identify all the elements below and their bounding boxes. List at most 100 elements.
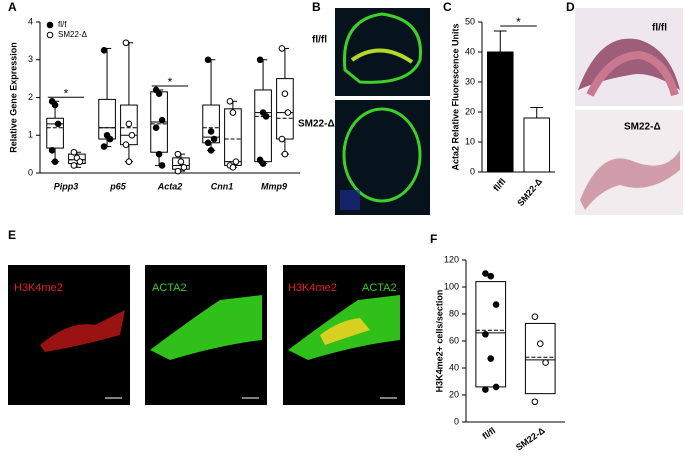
data-point [155, 90, 163, 98]
data-point [122, 39, 130, 47]
panel-letter: A [8, 0, 17, 14]
y-tick-label: 10 [465, 136, 475, 146]
data-point [158, 116, 166, 124]
data-point [158, 162, 166, 169]
image-label: ACTA2 [362, 282, 397, 294]
data-point [256, 56, 264, 64]
data-point [155, 150, 163, 158]
box [475, 281, 507, 388]
y-axis-label: Acta2 Relative Fluorescence Units [450, 23, 460, 170]
panel-letter: B [312, 0, 321, 14]
y-tick-label: 3 [28, 54, 33, 64]
data-point [152, 124, 160, 131]
significance-star: * [168, 75, 173, 89]
data-point [482, 270, 489, 277]
x-tick-label: Cnn1 [211, 181, 234, 191]
y-tick-label: 0 [454, 416, 459, 426]
data-point [174, 167, 182, 175]
data-point [229, 164, 237, 171]
data-point [100, 47, 108, 54]
data-point [281, 150, 289, 158]
data-point [531, 398, 539, 406]
x-tick-label: SM22-Δ [514, 425, 547, 452]
y-tick-label: 20 [465, 106, 475, 116]
data-point [531, 313, 539, 321]
panel-letter: E [8, 228, 16, 242]
legend-label: SM22-Δ [58, 30, 88, 39]
y-tick-label: 100 [444, 281, 459, 291]
micrograph-d [575, 8, 683, 215]
y-tick-label: 30 [465, 76, 475, 86]
y-tick-label: 50 [465, 16, 475, 26]
data-point [174, 150, 182, 158]
panel-letter: D [566, 0, 575, 14]
y-tick-label: 60 [449, 335, 459, 345]
data-point [487, 272, 495, 280]
y-axis-label: H3K4me2+ cells/section [434, 290, 444, 393]
box [524, 322, 556, 395]
y-tick-label: 40 [449, 362, 459, 372]
bar [486, 51, 514, 173]
data-point [48, 147, 56, 154]
box [276, 78, 294, 140]
box [254, 89, 272, 163]
data-point [278, 135, 286, 143]
data-point [482, 330, 489, 338]
data-point [122, 141, 130, 148]
x-tick-label: Pipp3 [54, 181, 79, 191]
data-point [125, 120, 133, 128]
data-point [259, 160, 267, 167]
y-tick-label: 40 [465, 46, 475, 56]
data-point [542, 359, 549, 366]
data-point [232, 158, 240, 165]
data-point [281, 90, 289, 98]
data-point [278, 45, 286, 52]
data-point [106, 135, 114, 143]
data-point [284, 109, 292, 116]
image-label: H3K4me2 [14, 282, 63, 294]
bar [523, 117, 551, 173]
data-point [177, 158, 185, 165]
data-point [262, 113, 270, 120]
image-label: ACTA2 [152, 282, 187, 294]
x-tick-label: Mmp9 [261, 181, 287, 191]
image-label: fl/fl [652, 23, 667, 34]
y-tick-label: 1 [28, 130, 33, 140]
micrograph-b [335, 8, 430, 215]
x-tick-label: p65 [109, 181, 127, 191]
y-tick-label: 2 [28, 92, 33, 102]
data-point [76, 158, 84, 165]
data-point [207, 128, 215, 135]
y-tick-label: 120 [444, 254, 459, 264]
data-point [51, 101, 59, 109]
data-point [492, 383, 500, 391]
data-point [536, 340, 544, 348]
data-point [128, 131, 136, 139]
data-point [487, 355, 495, 362]
data-point [54, 120, 62, 128]
panel-letter: C [443, 0, 452, 14]
data-point [100, 143, 108, 150]
data-point [70, 148, 78, 156]
data-point [125, 158, 133, 165]
image-label: SM22-Δ [298, 119, 335, 130]
data-point [229, 109, 237, 116]
y-tick-label: 0 [470, 166, 475, 176]
data-point [210, 135, 218, 143]
significance-star: * [516, 15, 521, 29]
y-axis-label: Relative Gene Expression [8, 42, 18, 153]
data-point [207, 147, 215, 154]
y-tick-label: 0 [28, 167, 33, 177]
y-tick-label: 20 [449, 389, 459, 399]
micrograph-e [8, 265, 405, 405]
image-label: fl/fl [312, 35, 327, 46]
x-tick-label: fl/fl [491, 176, 507, 193]
data-point [51, 158, 59, 165]
data-point [492, 301, 500, 308]
data-point [180, 164, 188, 171]
data-point [204, 139, 212, 147]
data-point [226, 97, 234, 105]
data-point [482, 386, 489, 393]
legend-marker [46, 31, 54, 39]
